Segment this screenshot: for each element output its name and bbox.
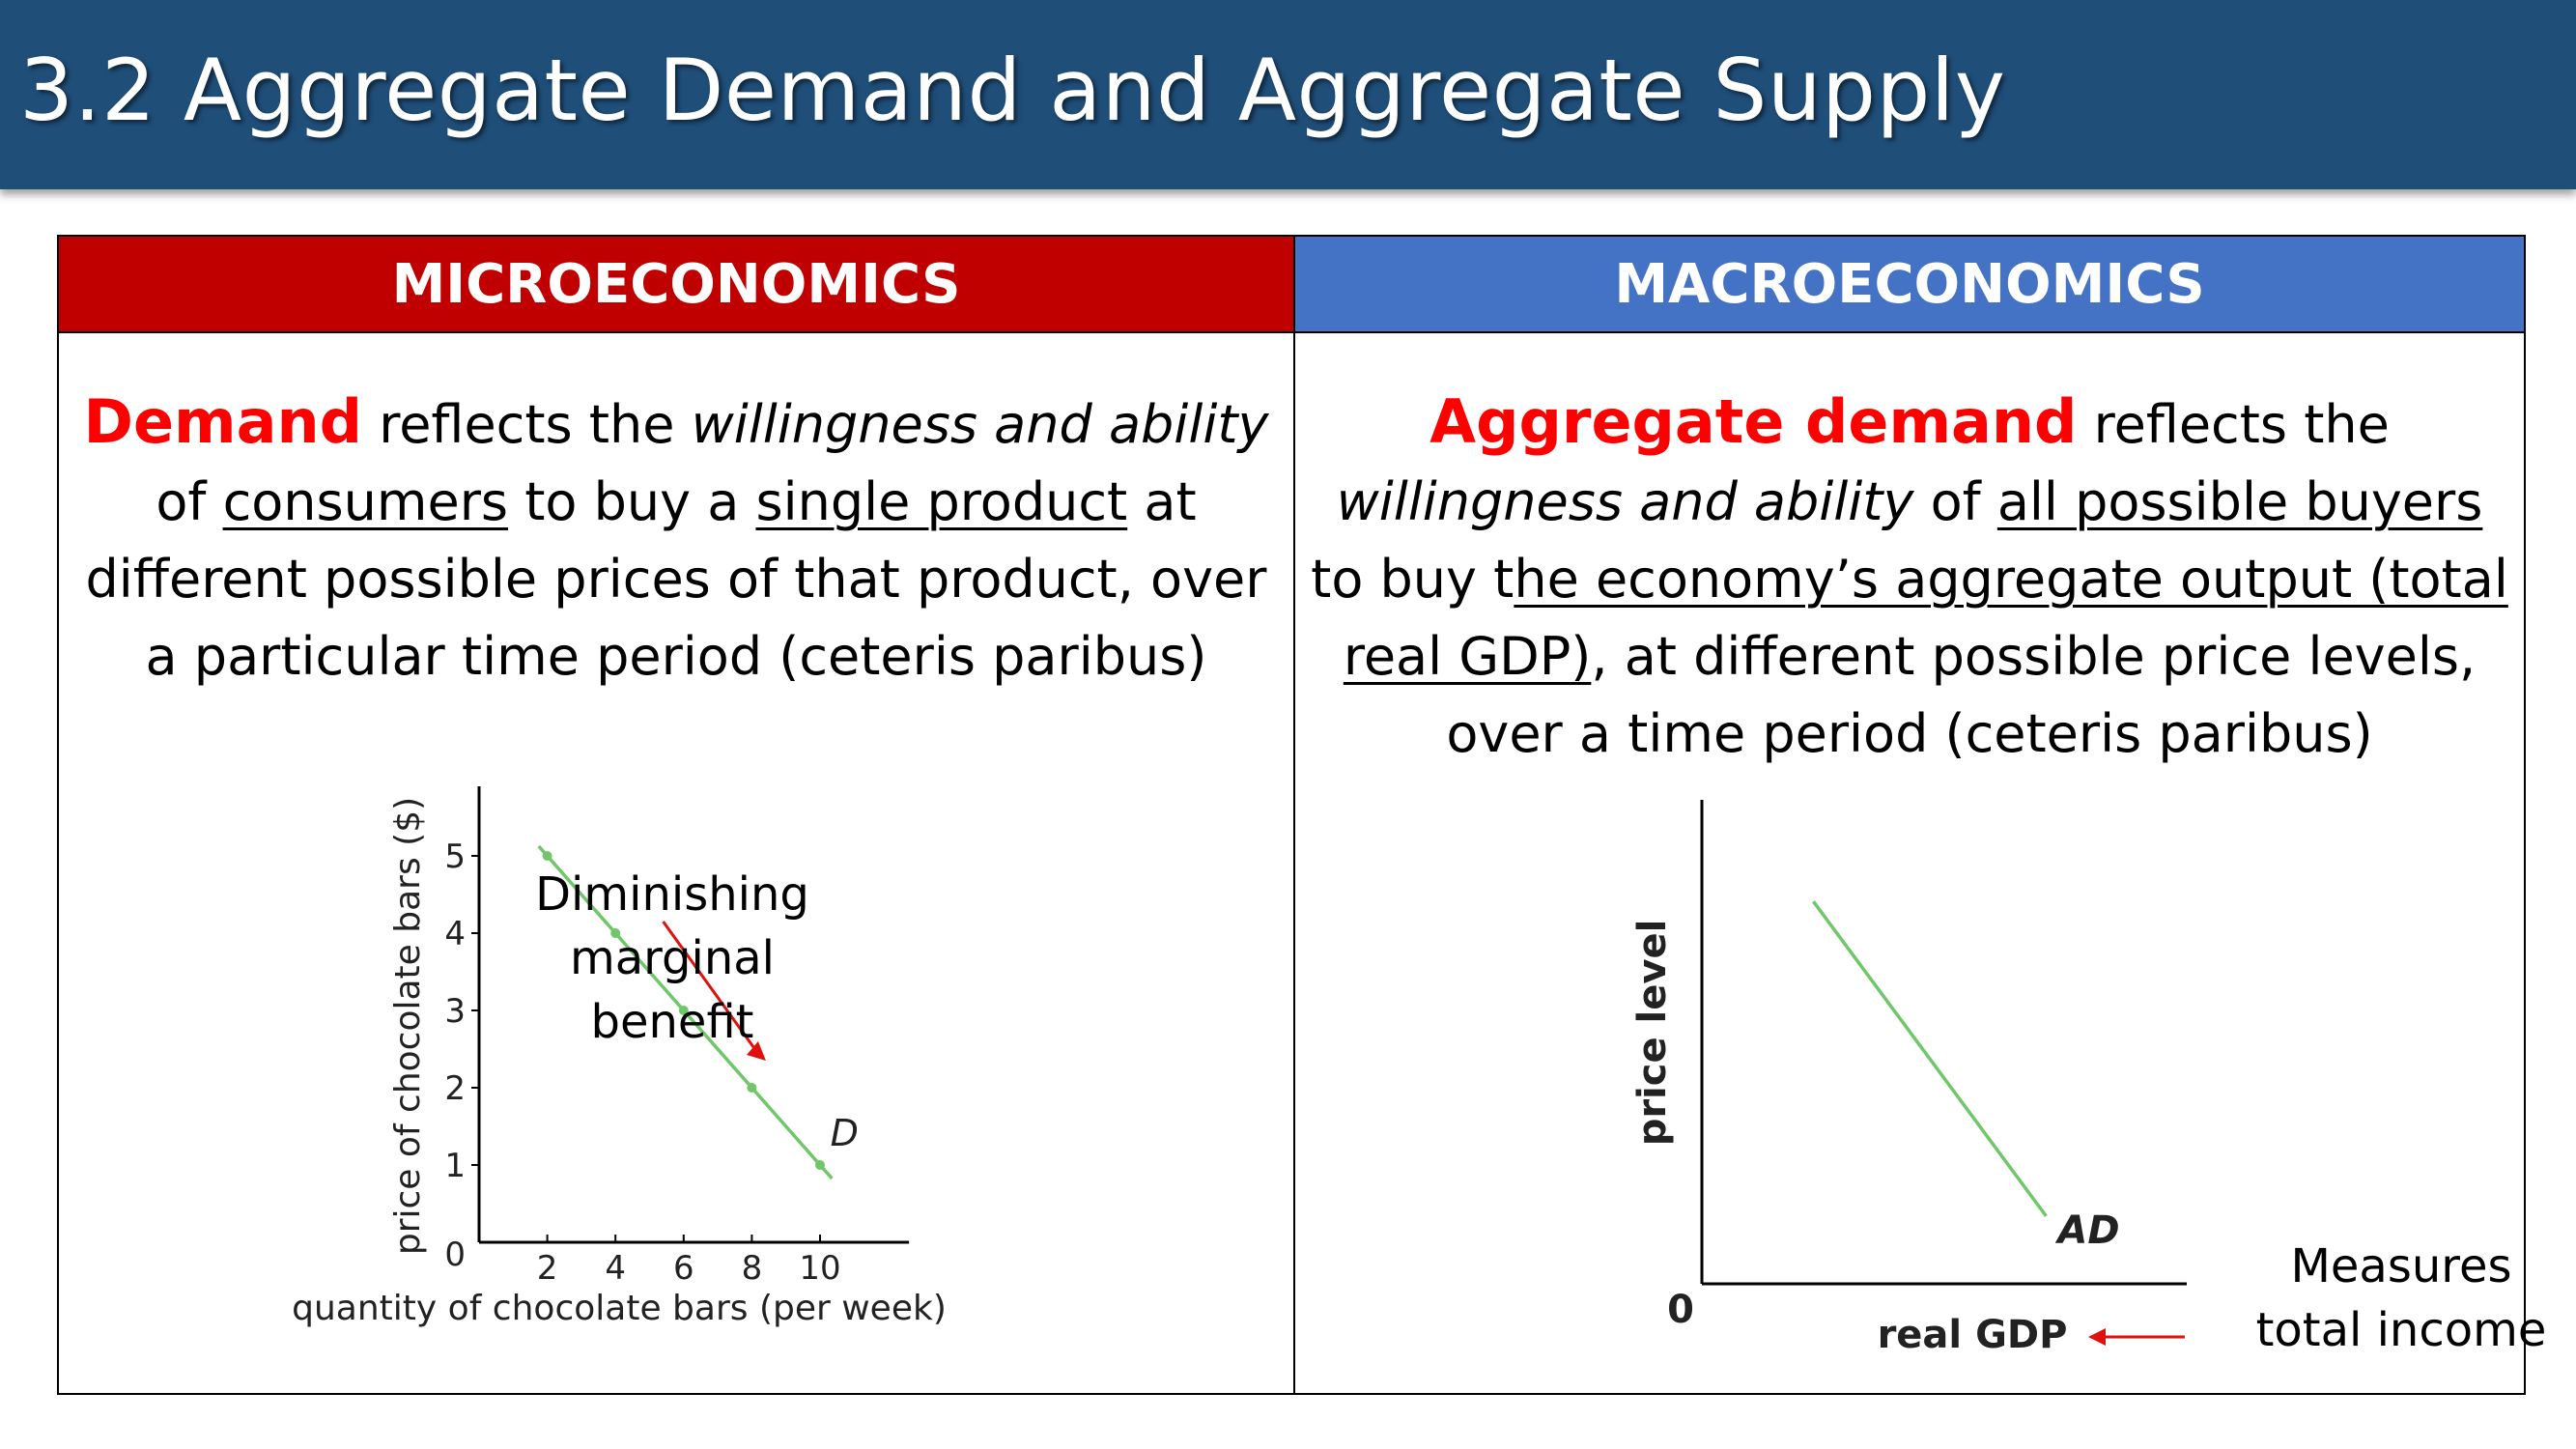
demand-curve-point [747,1083,757,1093]
x-tick-label: 8 [742,1249,763,1288]
aggregate-demand-keyword: Aggregate demand [1430,386,2078,457]
slide-title: 3.2 Aggregate Demand and Aggregate Suppl… [19,41,2006,140]
x-axis-label: real GDP [1878,1313,2068,1357]
demand-keyword: Demand [83,386,363,457]
income-arrow-head [2088,1328,2106,1346]
x-tick-label: 4 [605,1249,626,1288]
demand-chart-marks [537,844,834,1180]
curve-label-ad: AD [2054,1208,2119,1253]
origin-label: 0 [1667,1288,1694,1332]
y-tick-label: 2 [444,1069,466,1108]
macro-header: MACROECONOMICS [1295,237,2524,333]
x-tick-label: 2 [537,1249,558,1288]
x-tick-label: 6 [673,1249,694,1288]
micro-line-2: of consumers to buy a single product at [59,464,1293,541]
macro-note-line: total income [2255,1303,2547,1357]
y-tick-label: 1 [444,1147,466,1185]
y-tick-label: 3 [444,992,466,1031]
demand-curve-point [610,928,621,938]
demand-curve-point [678,1006,689,1015]
diminishing-arrow-shaft [662,921,758,1052]
demand-curve-point [542,851,552,861]
macro-underline: all possible buyers [1996,471,2483,532]
macro-text: reflects the [2077,394,2390,455]
macro-italic: willingness and ability [1336,471,1914,532]
macro-definition: Aggregate demand reflects the willingnes… [1295,384,2524,773]
x-tick-label: 10 [799,1249,840,1288]
macro-underline: real GDP) [1343,626,1592,687]
ad-chart-marks [1812,900,2185,1346]
micro-line-4: a particular time period (ceteris paribu… [145,626,1207,687]
macro-text: , at different possible price levels, [1591,626,2477,687]
ad-chart: 0 real GDP price level AD [1630,800,2187,1357]
ad-chart-labels: 0 real GDP price level AD [1630,920,2120,1357]
micro-line-3: different possible prices of that produc… [85,549,1267,610]
micro-note-line: benefit [590,995,754,1049]
macro-underline: he economy’s aggregate output (total [1514,549,2508,610]
micro-definition: Demand reflects the willingness and abil… [59,384,1293,696]
micro-note-line: Diminishing [535,867,809,922]
ad-curve-line [1812,900,2048,1217]
y-axis-label: price level [1630,920,1675,1147]
title-bar: 3.2 Aggregate Demand and Aggregate Suppl… [0,0,2576,189]
comparison-table: MICROECONOMICS Demand reflects the willi… [57,235,2546,1395]
ad-chart-axes [1700,800,2187,1286]
diminishing-arrow-head [746,1041,766,1061]
macro-line-2: willingness and ability of all possible … [1295,464,2524,541]
demand-curve-point [815,1160,825,1170]
micro-header: MICROECONOMICS [59,237,1293,333]
micro-note-line: marginal [569,931,776,985]
micro-column: MICROECONOMICS Demand reflects the willi… [59,237,1295,1393]
demand-chart-axes [471,786,910,1244]
micro-text: at [1127,471,1197,532]
micro-text: to buy a [508,471,756,532]
micro-text: of [156,471,223,532]
macro-line-3: to buy the economy’s aggregate output (t… [1295,541,2524,618]
micro-italic: willingness and ability [691,394,1269,455]
micro-underline: single product [755,471,1128,532]
macro-line-5: over a time period (ceteris paribus) [1446,703,2373,764]
micro-note: Diminishing marginal benefit [494,863,851,1054]
origin-label: 0 [444,1236,466,1274]
y-tick-label: 5 [444,838,466,876]
macro-text: to buy t [1311,549,1514,610]
macro-note-line: Measures [2290,1239,2512,1293]
micro-line-1: Demand reflects the willingness and abil… [59,384,1293,464]
micro-underline: consumers [222,471,509,532]
micro-text: reflects the [362,394,692,455]
y-axis-label: price of chocolate bars ($) [388,797,428,1255]
macro-line-1: Aggregate demand reflects the [1295,384,2524,464]
macro-column: MACROECONOMICS Aggregate demand reflects… [1295,237,2546,1393]
x-axis-label: quantity of chocolate bars (per week) [292,1289,947,1328]
y-tick-label: 4 [444,915,466,953]
macro-note: Measures total income [2251,1235,2551,1362]
macro-line-4: real GDP), at different possible price l… [1295,618,2524,696]
curve-label-d: D [831,1112,859,1154]
macro-text: of [1913,471,1997,532]
